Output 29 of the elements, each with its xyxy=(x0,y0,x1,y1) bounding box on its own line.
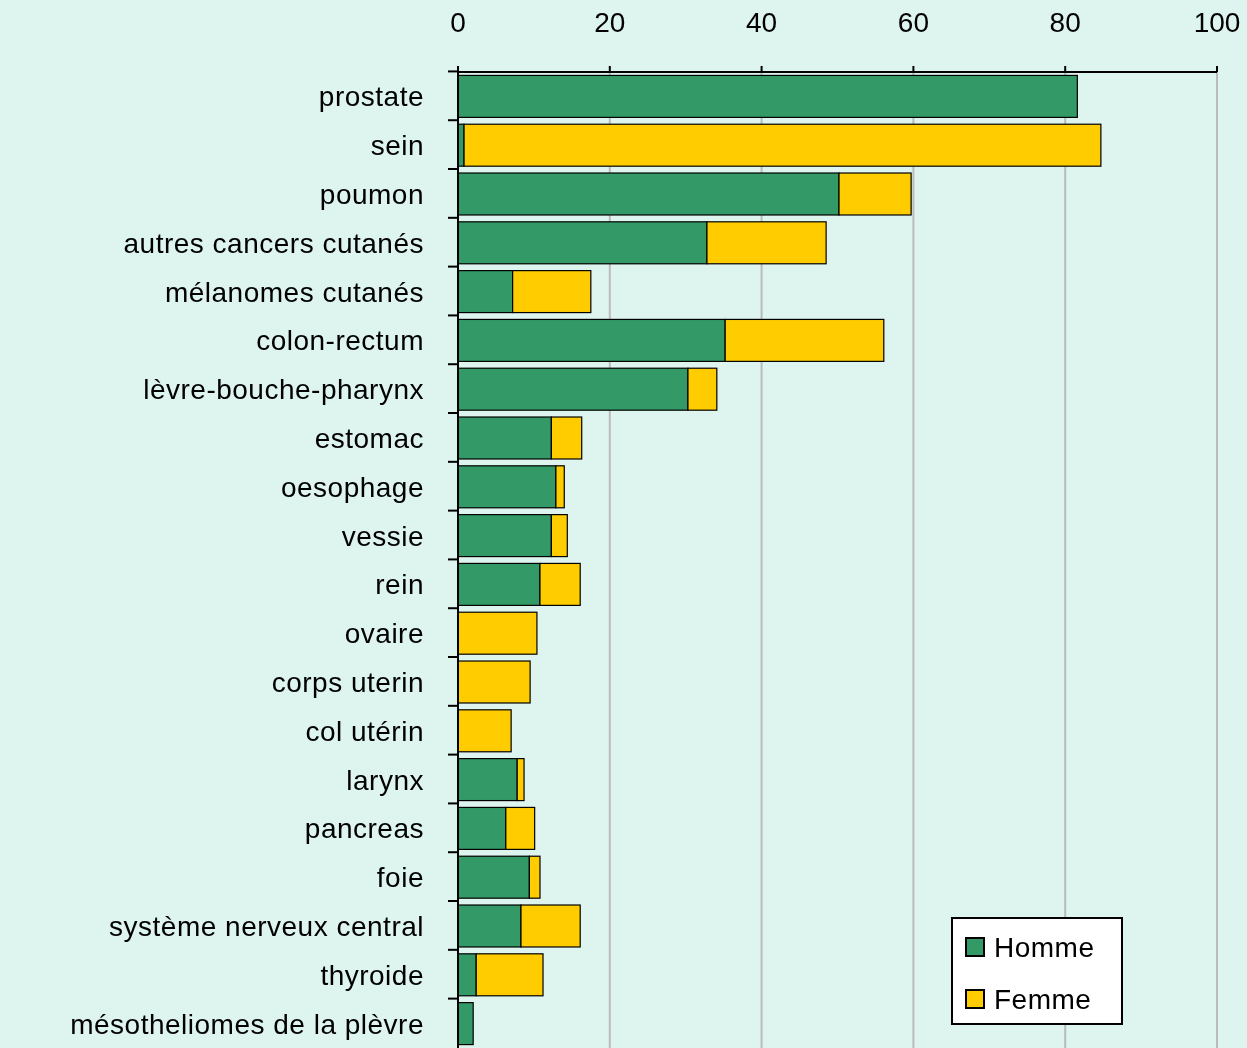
y-tick-label: pancreas xyxy=(304,813,424,845)
x-tick-label: 40 xyxy=(746,7,778,38)
y-tick-label: vessie xyxy=(341,520,424,552)
y-tick-label: ovaire xyxy=(344,618,424,650)
y-tick-label: autres cancers cutanés xyxy=(123,227,424,259)
y-tick-label: larynx xyxy=(346,764,424,796)
legend-label: Femme xyxy=(994,984,1092,1015)
y-tick-label: colon-rectum xyxy=(256,325,424,357)
y-tick-label: estomac xyxy=(314,423,424,454)
y-tick-label: foie xyxy=(376,862,424,894)
x-tick-label: 0 xyxy=(450,7,466,38)
y-tick-label: rein xyxy=(375,569,424,601)
y-tick-label: col utérin xyxy=(305,715,424,747)
bar xyxy=(463,123,1102,167)
y-tick-label: prostate xyxy=(318,81,424,113)
legend-label: Homme xyxy=(994,932,1095,963)
x-tick-label: 20 xyxy=(594,7,626,38)
y-tick-label: corps uterin xyxy=(271,667,424,698)
x-tick-label: 60 xyxy=(897,7,929,38)
y-tick-label: sein xyxy=(370,130,424,162)
x-tick-label: 100 xyxy=(1193,7,1241,38)
y-tick-label: système nerveux central xyxy=(109,911,424,942)
y-tick-label: mélanomes cutanés xyxy=(164,276,424,308)
y-tick-label: oesophage xyxy=(280,471,424,503)
y-tick-label: poumon xyxy=(319,179,424,210)
y-tick-label: lèvre-bouche-pharynx xyxy=(143,374,424,406)
x-tick-label: 80 xyxy=(1049,7,1081,38)
y-tick-label: mésotheliomes de la plèvre xyxy=(70,1008,424,1040)
y-tick-label: thyroide xyxy=(320,959,424,991)
